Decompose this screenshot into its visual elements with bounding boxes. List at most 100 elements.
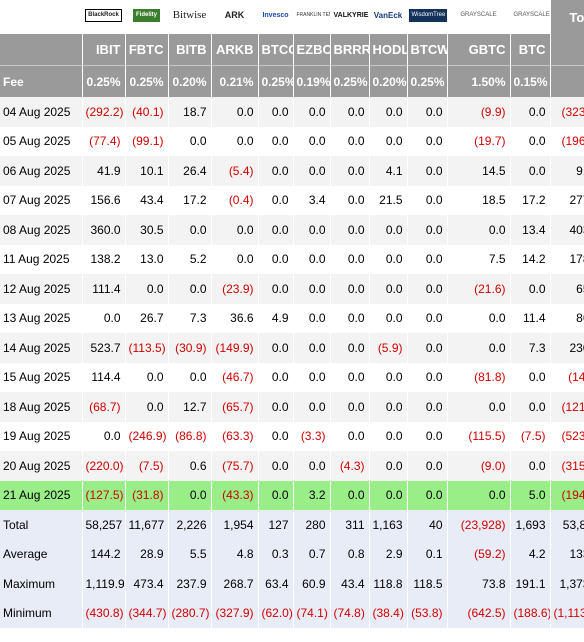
summary-cell: 11,677 [125, 510, 169, 540]
flow-cell: 0.0 [369, 362, 408, 392]
issuer-logo: Bitwise [172, 10, 207, 21]
flow-cell: 0.0 [330, 274, 370, 304]
summary-cell: (74.8) [330, 598, 370, 628]
flow-cell: 41.9 [82, 156, 126, 186]
fee-row: Fee 0.25% 0.25% 0.20% 0.21% 0.25% 0.19% 0.25% 0… [0, 65, 584, 97]
flow-cell: 0.0 [125, 392, 169, 422]
summary-cell: 144.2 [82, 539, 126, 569]
row-total-cell: 178.1 [550, 244, 584, 274]
flow-cell: 0.0 [258, 215, 294, 245]
row-total-cell: 403.9 [550, 215, 584, 245]
issuer-logo-row: BlackRock Fidelity Bitwise ARK Invesco FRANKL… [0, 0, 584, 34]
issuer-logo-cell: GRAYSCALE [447, 0, 511, 34]
flow-cell: 4.9 [258, 303, 294, 333]
summary-row: Maximum 1,119.9 473.4 237.9 268.7 63.4 60.9 43.… [0, 569, 584, 599]
flow-cell: (5.9) [369, 333, 408, 363]
summary-cell: (62.0) [258, 598, 294, 628]
flow-cell: (19.7) [447, 126, 511, 156]
row-total-cell: (323.5) [550, 97, 584, 127]
flow-cell: 523.7 [82, 333, 126, 363]
issuer-logo-cell: WisdomTree [407, 0, 448, 34]
flow-cell: 0.0 [293, 303, 331, 333]
summary-label: Maximum [0, 569, 83, 599]
summary-label: Average [0, 539, 83, 569]
flow-cell: 0.0 [293, 215, 331, 245]
issuer-logo-cell: BlackRock [82, 0, 126, 34]
flow-cell: 0.0 [293, 392, 331, 422]
row-total-cell: (194.4) [550, 480, 584, 510]
fee-value: 0.25% [125, 65, 169, 97]
flow-cell: 26.7 [125, 303, 169, 333]
fee-value: 0.15% [510, 65, 551, 97]
date-cell: 20 Aug 2025 [0, 451, 83, 481]
flow-cell: 0.0 [258, 244, 294, 274]
ticker-header: BITB [168, 34, 212, 66]
flow-cell: 0.0 [293, 244, 331, 274]
table-row: 14 Aug 2025 523.7 (113.5) (30.9) (149.9) 0.0 0… [0, 333, 584, 363]
flow-cell: 4.1 [369, 156, 408, 186]
flow-cell: 0.0 [293, 451, 331, 481]
table-row: 06 Aug 2025 41.9 10.1 26.4 (5.4) 0.0 0.0 0.0 4.1… [0, 156, 584, 186]
flow-cell: 0.0 [168, 126, 212, 156]
flow-cell: 17.2 [168, 185, 212, 215]
row-total-cell: 86.9 [550, 303, 584, 333]
flow-cell: (0.4) [211, 185, 259, 215]
ticker-header: FBTC [125, 34, 169, 66]
flow-cell: 111.4 [82, 274, 126, 304]
flow-cell: 138.2 [82, 244, 126, 274]
flow-cell: 0.0 [447, 333, 511, 363]
date-cell: 12 Aug 2025 [0, 274, 83, 304]
row-total-cell: (121.7) [550, 392, 584, 422]
flow-cell: 0.0 [407, 421, 448, 451]
flow-cell: (75.7) [211, 451, 259, 481]
table-row: 18 Aug 2025 (68.7) 0.0 12.7 (65.7) 0.0 0.0 0.0 0… [0, 392, 584, 422]
issuer-logo: GRAYSCALE [460, 12, 497, 18]
summary-cell: 4.2 [510, 539, 551, 569]
flow-cell: 0.0 [407, 97, 448, 127]
summary-cell: 5.5 [168, 539, 212, 569]
flow-cell: 17.2 [510, 185, 551, 215]
ticker-header: EZBC [293, 34, 331, 66]
flow-cell: 18.7 [168, 97, 212, 127]
flow-cell: 13.0 [125, 244, 169, 274]
summary-cell: 473.4 [125, 569, 169, 599]
corner-cell [0, 0, 83, 34]
summary-cell: (642.5) [447, 598, 511, 628]
date-cell: 06 Aug 2025 [0, 156, 83, 186]
flow-cell: 0.0 [258, 333, 294, 363]
fee-value: 0.21% [211, 65, 259, 97]
issuer-logo: VanEck [373, 11, 403, 20]
flow-cell: 0.0 [407, 362, 448, 392]
flow-cell: 0.0 [510, 392, 551, 422]
flow-cell: 0.0 [258, 451, 294, 481]
issuer-logo: GRAYSCALE [513, 12, 550, 18]
date-cell: 05 Aug 2025 [0, 126, 83, 156]
flow-cell: (30.9) [168, 333, 212, 363]
flow-cell: 0.0 [258, 362, 294, 392]
summary-cell: (344.7) [125, 598, 169, 628]
flow-cell: 0.0 [330, 303, 370, 333]
flow-cell: 7.5 [447, 244, 511, 274]
summary-cell: (38.4) [369, 598, 408, 628]
flow-cell: 0.0 [330, 333, 370, 363]
flow-cell: 0.0 [447, 215, 511, 245]
flow-cell: 0.0 [369, 97, 408, 127]
flow-cell: (23.9) [211, 274, 259, 304]
ticker-header: BTCW [407, 34, 448, 66]
flow-cell: 14.5 [447, 156, 511, 186]
flow-cell: 0.0 [407, 244, 448, 274]
row-total-cell: (196.2) [550, 126, 584, 156]
summary-cell: 0.3 [258, 539, 294, 569]
flow-cell: 0.0 [369, 126, 408, 156]
flow-cell: 0.0 [211, 215, 259, 245]
summary-cell: 191.1 [510, 569, 551, 599]
date-cell: 13 Aug 2025 [0, 303, 83, 333]
flow-cell: 0.0 [293, 333, 331, 363]
flow-cell: (31.8) [125, 480, 169, 510]
flow-cell: 0.0 [330, 362, 370, 392]
flow-cell: 18.5 [447, 185, 511, 215]
table-row: 04 Aug 2025 (292.2) (40.1) 18.7 0.0 0.0 0.0 0.0… [0, 97, 584, 127]
flow-cell: 0.0 [447, 480, 511, 510]
flow-cell: (7.5) [125, 451, 169, 481]
summary-total-cell: 53,800 [550, 510, 584, 540]
